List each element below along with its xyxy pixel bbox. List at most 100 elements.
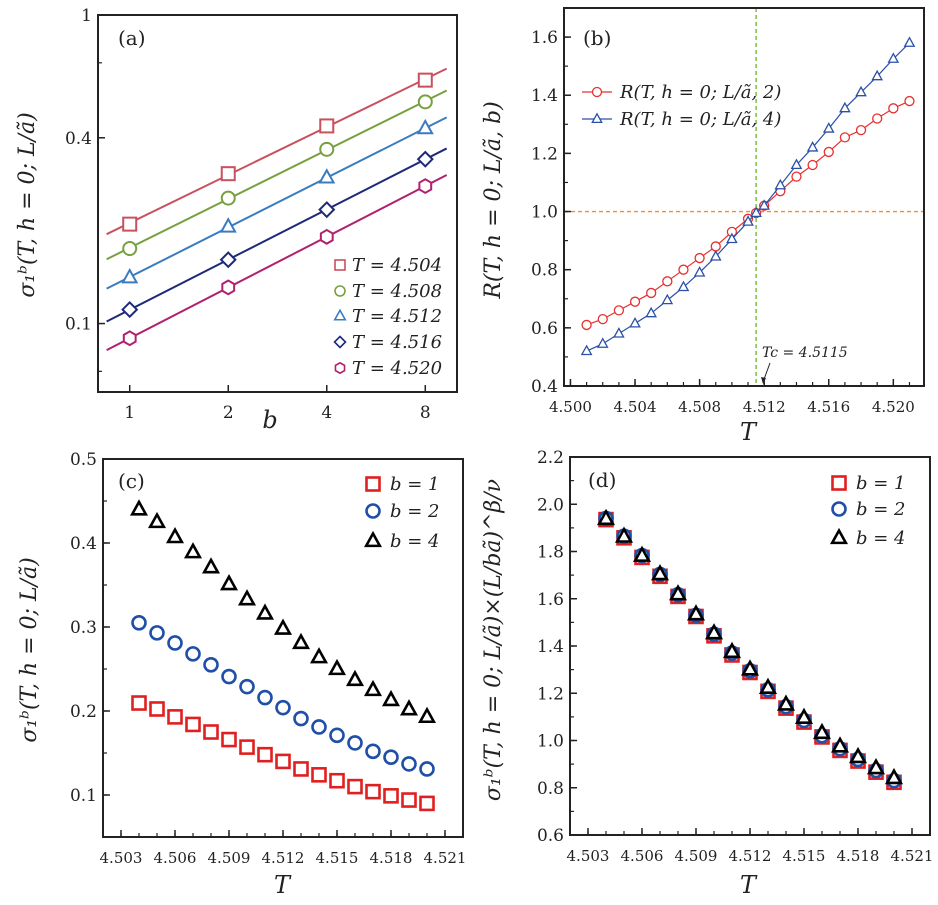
data-point bbox=[167, 635, 183, 651]
data-point bbox=[203, 724, 219, 740]
x-tick-label: 4.508 bbox=[678, 398, 721, 416]
x-tick-label: 4.520 bbox=[872, 398, 915, 416]
panel-label: (c) bbox=[118, 469, 145, 493]
data-point bbox=[726, 232, 738, 244]
data-point bbox=[872, 113, 883, 124]
panel-label: (a) bbox=[118, 26, 146, 50]
x-tick-label: 4 bbox=[321, 403, 332, 423]
data-point bbox=[381, 689, 401, 707]
y-tick-label: 0.6 bbox=[531, 319, 558, 339]
data-point bbox=[401, 756, 417, 772]
data-point bbox=[903, 36, 916, 47]
data-point bbox=[774, 178, 787, 190]
ticks: 4.503 4.506 4.509 4.512 4.515 4.518 4.521 0.6 0.… bbox=[537, 448, 934, 865]
data-point bbox=[693, 266, 706, 277]
data-point bbox=[855, 124, 867, 136]
series-3 bbox=[596, 508, 904, 785]
data-point bbox=[203, 656, 219, 673]
data-point bbox=[319, 228, 334, 245]
legend-marker bbox=[365, 476, 381, 492]
legend-marker bbox=[334, 285, 346, 297]
x-tick-label: 4.516 bbox=[807, 398, 850, 416]
data-point bbox=[758, 199, 771, 210]
legend-item: b = 1 bbox=[831, 473, 906, 494]
legend-label: T = 4.508 bbox=[352, 281, 442, 302]
y-tick-label: 0.2 bbox=[70, 702, 97, 722]
data-point bbox=[677, 280, 690, 292]
x-tick-label: 4.512 bbox=[729, 847, 772, 865]
data-point bbox=[581, 319, 592, 331]
data-point bbox=[401, 792, 417, 808]
data-point bbox=[646, 287, 657, 299]
y-tick-label: 1 bbox=[81, 6, 92, 26]
data-point bbox=[121, 301, 139, 319]
legend-item: T = 4.504 bbox=[334, 255, 442, 276]
y-tick-label: 0.4 bbox=[65, 129, 92, 149]
series-3 bbox=[129, 499, 437, 724]
data-point bbox=[419, 795, 435, 812]
data-point bbox=[122, 241, 138, 257]
legend-marker bbox=[365, 503, 381, 519]
data-point bbox=[255, 603, 275, 620]
panel-c: 4.503 4.506 4.509 4.512 4.515 4.518 4.521 0.1 0.… bbox=[17, 450, 466, 899]
series-1 bbox=[131, 695, 435, 812]
data-point bbox=[220, 166, 236, 182]
data-point bbox=[740, 659, 760, 676]
data-point bbox=[613, 305, 625, 316]
data-point bbox=[219, 573, 239, 591]
data-point bbox=[183, 542, 203, 559]
x-tick-label: 8 bbox=[420, 403, 431, 423]
data-point bbox=[257, 689, 273, 706]
legend-item: T = 4.520 bbox=[334, 358, 442, 379]
data-point bbox=[645, 306, 658, 318]
x-tick-label: 4.504 bbox=[614, 398, 657, 416]
legend-marker bbox=[829, 527, 849, 545]
series-4 bbox=[106, 147, 448, 323]
y-axis-label: σ₁ᵇ(T, h = 0; L/ã)×(L/bã)^β/ν bbox=[481, 479, 506, 801]
data-point bbox=[239, 739, 255, 755]
legend-marker bbox=[334, 259, 346, 271]
data-point bbox=[167, 709, 183, 725]
x-tick-label: 4.509 bbox=[675, 847, 718, 865]
data-point bbox=[219, 217, 237, 233]
legend-label: R(T, h = 0; L/ã, 2) bbox=[619, 82, 781, 103]
y-tick-label: 1.0 bbox=[537, 732, 564, 752]
legend-item: T = 4.508 bbox=[334, 281, 442, 302]
data-point bbox=[399, 699, 419, 716]
series-2 bbox=[580, 36, 916, 356]
data-point bbox=[383, 749, 399, 766]
data-point bbox=[662, 276, 673, 287]
y-tick-label: 0.3 bbox=[70, 618, 97, 638]
fit-line bbox=[106, 67, 448, 236]
data-point bbox=[329, 772, 345, 789]
y-tick-label: 2.2 bbox=[537, 448, 564, 468]
data-point bbox=[678, 264, 689, 275]
data-point bbox=[710, 241, 721, 252]
data-point bbox=[417, 72, 433, 88]
x-tick-label: 4.512 bbox=[743, 398, 786, 416]
x-axis-label: T bbox=[740, 871, 758, 899]
legend-marker bbox=[333, 335, 347, 349]
data-point bbox=[650, 564, 670, 581]
legend-marker bbox=[831, 475, 847, 491]
data-point bbox=[131, 695, 147, 711]
data-point bbox=[383, 788, 399, 804]
data-point bbox=[888, 103, 899, 114]
legend-marker bbox=[333, 308, 347, 321]
x-tick-label: 4.518 bbox=[837, 847, 880, 865]
data-point bbox=[750, 206, 762, 218]
legend-item: b = 2 bbox=[831, 499, 906, 520]
y-axis-label: σ₁ᵇ(T, h = 0; L/ã) bbox=[15, 112, 40, 297]
data-point bbox=[742, 215, 754, 226]
data-point bbox=[275, 699, 291, 716]
y-tick-label: 1.0 bbox=[531, 203, 558, 223]
data-point bbox=[221, 668, 237, 685]
data-point bbox=[884, 767, 904, 785]
legend-item: b = 4 bbox=[829, 527, 906, 549]
legend-item: T = 4.516 bbox=[333, 332, 442, 353]
data-point bbox=[221, 279, 236, 296]
data-point bbox=[790, 158, 803, 170]
fit-line bbox=[106, 116, 448, 290]
series-line bbox=[586, 42, 910, 352]
data-point bbox=[614, 526, 634, 543]
